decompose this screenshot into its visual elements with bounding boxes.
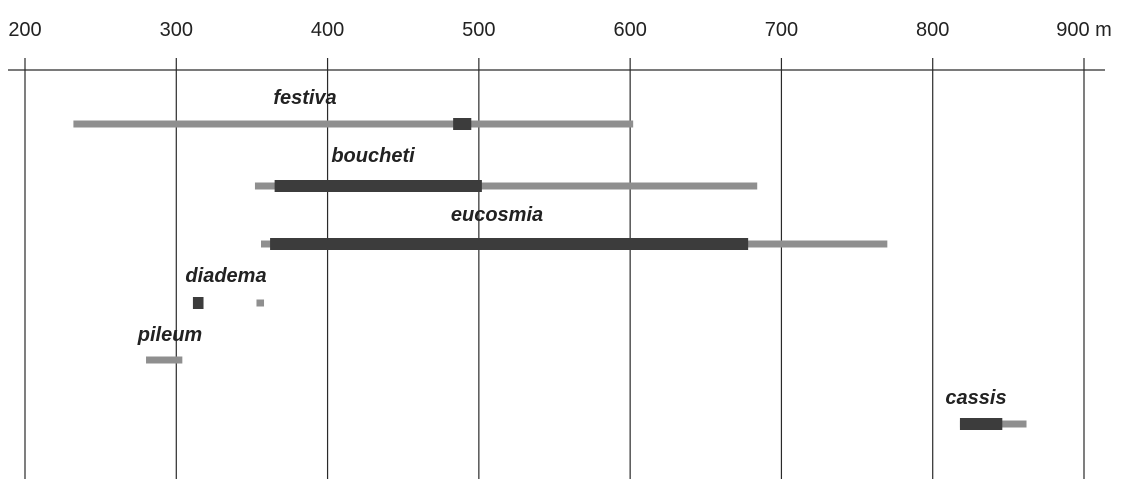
x-tick-label-900: 900 m [1056, 19, 1112, 41]
x-tick-label-200: 200 [8, 19, 41, 41]
cassis-label: cassis [945, 387, 1006, 409]
diadema-label: diadema [185, 265, 266, 287]
boucheti-core-range-bar [274, 180, 482, 192]
diadema-total-range-bar [256, 299, 265, 307]
x-tick-label-700: 700 [765, 19, 798, 41]
boucheti-total-range-bar [254, 182, 758, 190]
cassis-core-range-bar [959, 418, 1003, 430]
species-labels: festiva boucheti eucosmia diadema pileum cass… [137, 87, 1007, 409]
eucosmia-label: eucosmia [451, 204, 543, 226]
festiva-core-range-bar [453, 118, 472, 130]
pileum-total-range-bar [146, 356, 183, 364]
x-tick-labels: 200 300 400 500 600 700 800 900 m [8, 19, 1111, 41]
festiva-total-range-bar [73, 120, 634, 128]
x-tick-label-500: 500 [462, 19, 495, 41]
x-tick-label-800: 800 [916, 19, 949, 41]
festiva-label: festiva [273, 87, 336, 109]
pileum-label: pileum [137, 324, 202, 346]
x-tick-label-400: 400 [311, 19, 344, 41]
diadema-core-range-bar [192, 297, 204, 309]
range-bars [73, 118, 1027, 430]
eucosmia-core-range-bar [270, 238, 749, 250]
boucheti-label: boucheti [331, 145, 415, 167]
grid-lines [24, 58, 1085, 479]
x-tick-label-300: 300 [160, 19, 193, 41]
x-tick-label-600: 600 [613, 19, 646, 41]
